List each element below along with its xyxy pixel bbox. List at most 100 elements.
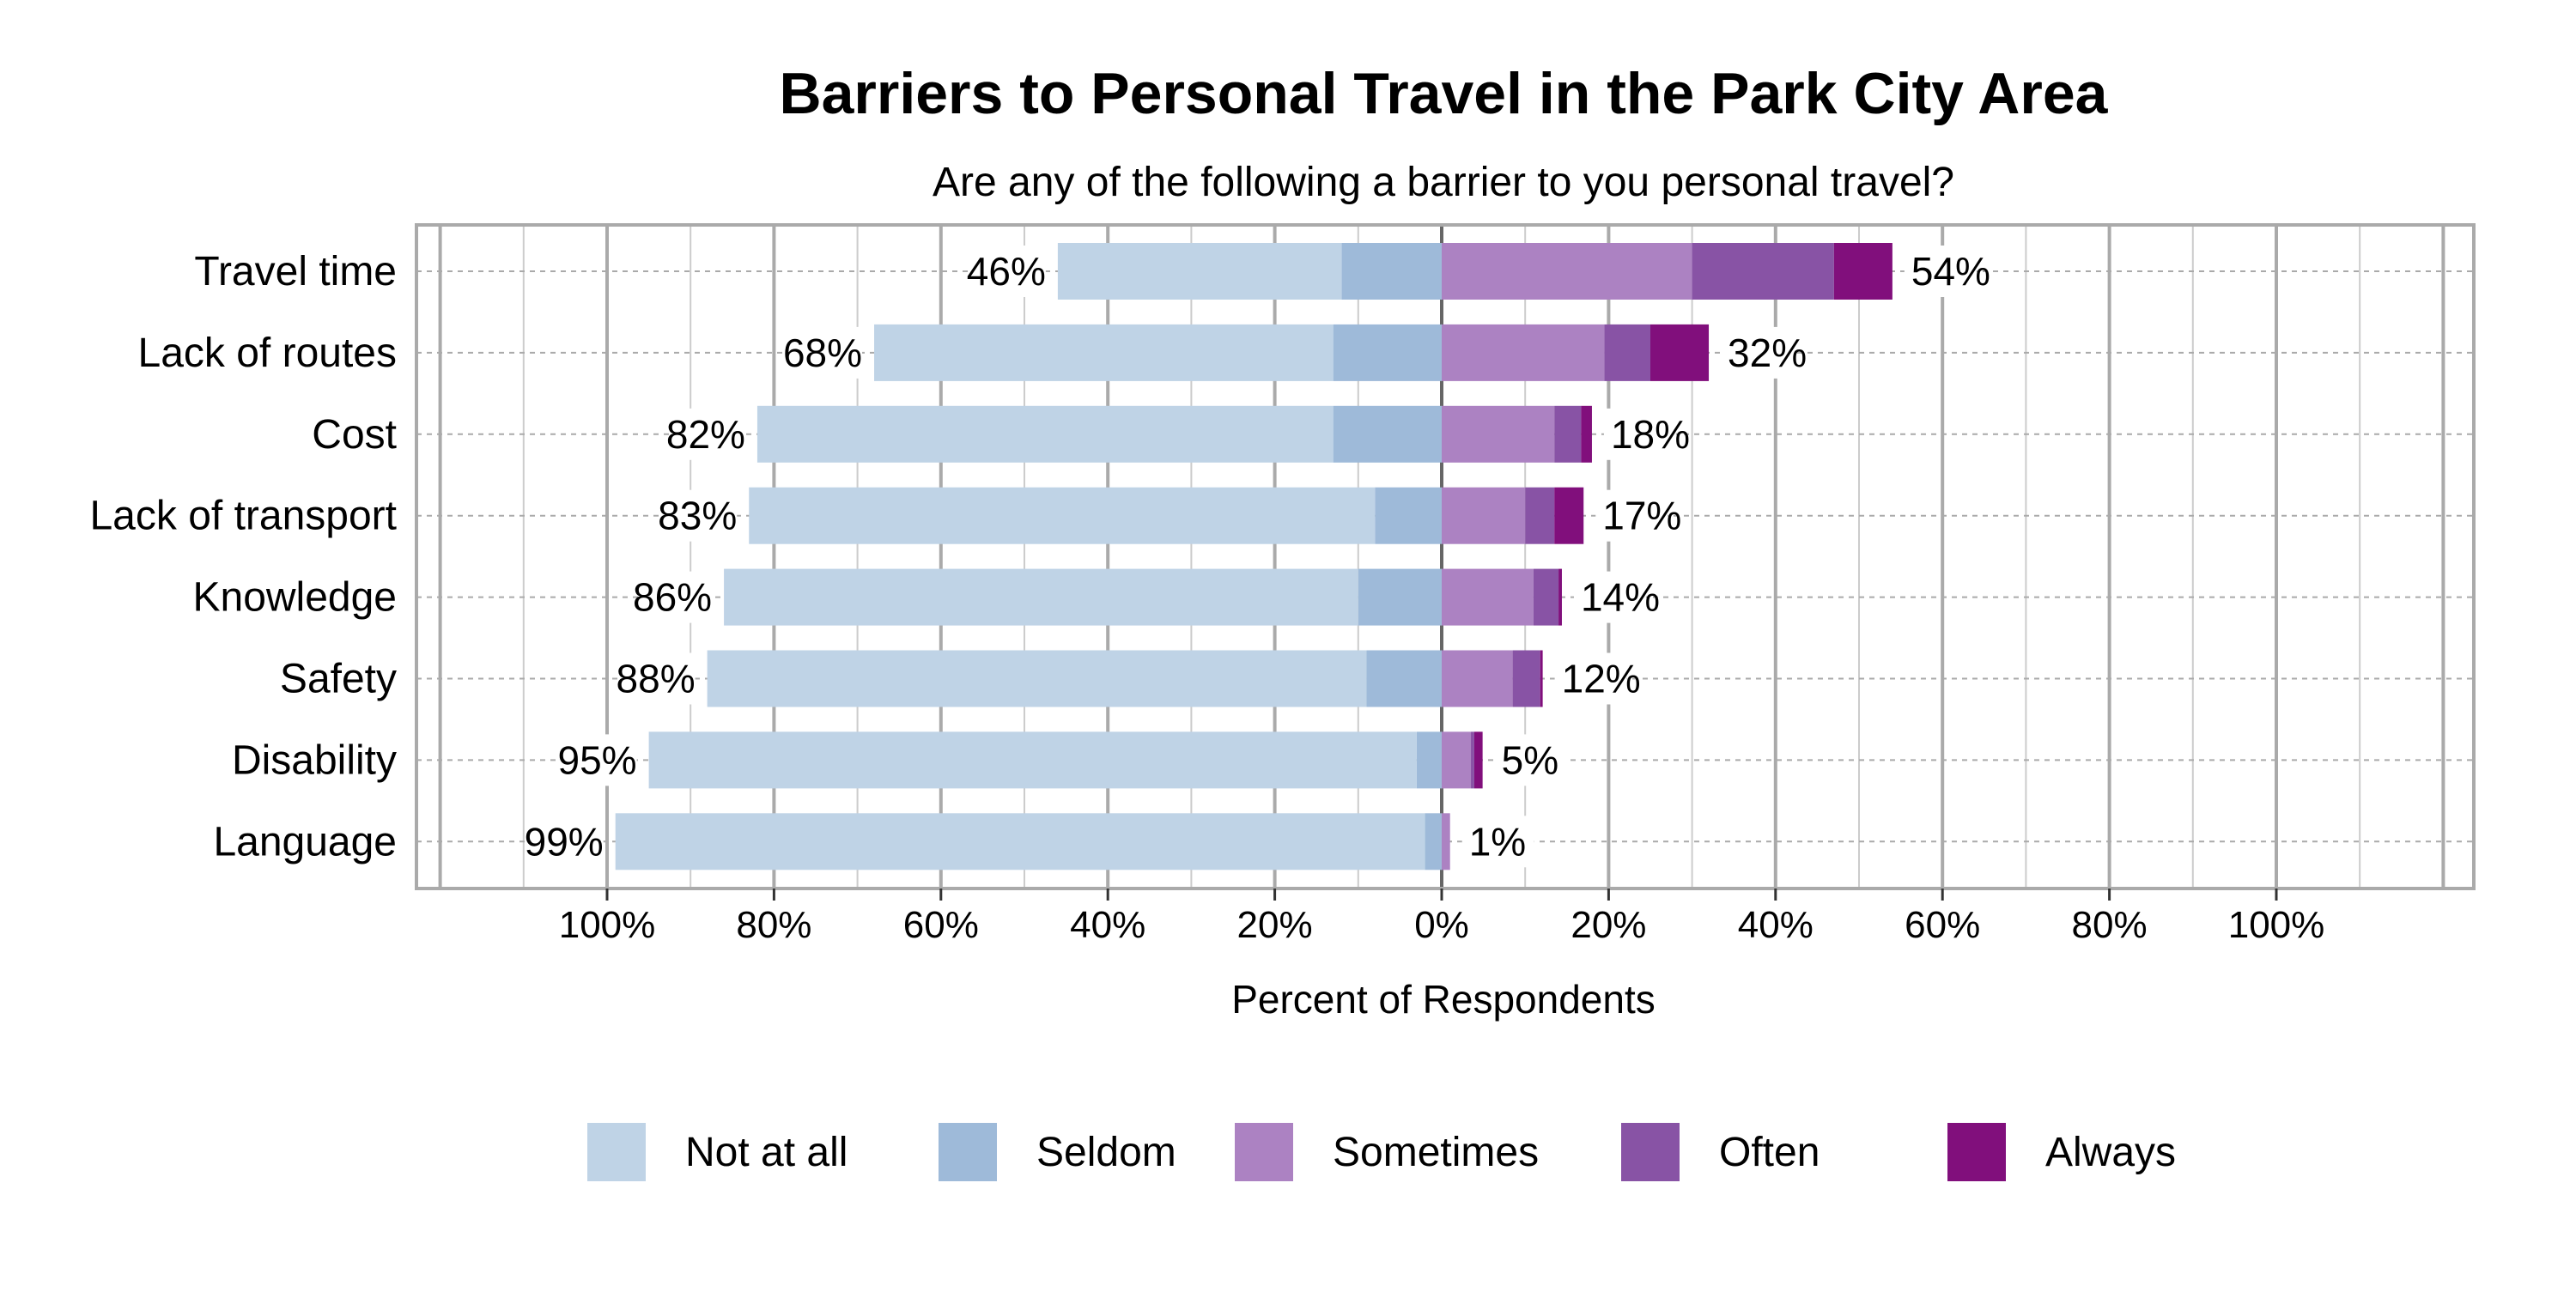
- bar-segment-always: [1540, 650, 1543, 707]
- positive-total-label: 17%: [1602, 494, 1681, 538]
- bar-segment-sometimes: [1442, 650, 1513, 707]
- bar-segment-seldom: [1416, 731, 1442, 789]
- bar-segment-always: [1650, 324, 1710, 381]
- label-background: [1603, 408, 1676, 460]
- legend-label: Not at all: [685, 1130, 848, 1175]
- legend-swatch: [587, 1123, 646, 1181]
- legend-label: Seldom: [1036, 1130, 1176, 1175]
- bar-segment-always: [1833, 243, 1893, 300]
- label-background: [1904, 246, 1977, 297]
- x-tick-label: 0%: [1414, 904, 1469, 946]
- labels: Travel time 46% 54% Lack of routes 68% 32% Cos…: [89, 246, 1990, 868]
- x-tick-label: 40%: [1738, 904, 1814, 946]
- chart-subtitle: Are any of the following a barrier to yo…: [933, 160, 1954, 205]
- bar-segment-not-at-all: [756, 405, 1334, 463]
- legend-label: Often: [1719, 1130, 1820, 1175]
- positive-total-label: 18%: [1611, 412, 1690, 457]
- label-background: [973, 246, 1046, 297]
- x-axis-ticks: 100% 80% 60% 40% 20% 0% 20% 40% 60% 80% 100%: [559, 889, 2324, 946]
- label-background: [1461, 816, 1534, 868]
- bar-segment-seldom: [1375, 487, 1442, 544]
- bar-segment-sometimes: [1442, 487, 1526, 544]
- bar-segment-not-at-all: [648, 731, 1417, 789]
- negative-total-label: 82%: [666, 412, 745, 457]
- positive-total-label: 32%: [1728, 331, 1807, 375]
- bar-segment-not-at-all: [615, 813, 1425, 870]
- x-tick-label: 60%: [903, 904, 979, 946]
- bar-segment-always: [1558, 568, 1562, 626]
- negative-total-label: 95%: [558, 737, 637, 782]
- x-tick-label: 40%: [1070, 904, 1145, 946]
- label-background: [640, 571, 713, 623]
- chart-title: Barriers to Personal Travel in the Park …: [779, 61, 2108, 126]
- bar-segment-sometimes: [1442, 731, 1472, 789]
- negative-total-label: 99%: [525, 819, 604, 864]
- legend-swatch: [1947, 1123, 2006, 1181]
- legend: Not at all Seldom Sometimes Often Always: [587, 1123, 2176, 1181]
- positive-total-label: 14%: [1581, 575, 1660, 620]
- bar-segment-often: [1512, 650, 1540, 707]
- label-background: [1573, 571, 1646, 623]
- bar-segment-often: [1604, 324, 1650, 381]
- bar-segment-seldom: [1425, 813, 1442, 870]
- bar-segment-seldom: [1341, 243, 1442, 300]
- x-tick-label: 80%: [2072, 904, 2148, 946]
- label-background: [1494, 734, 1567, 786]
- negative-total-label: 86%: [633, 575, 712, 620]
- bar-segment-sometimes: [1442, 405, 1555, 463]
- positive-total-label: 1%: [1469, 819, 1526, 864]
- bar-segment-not-at-all: [1057, 243, 1342, 300]
- x-axis-title: Percent of Respondents: [1231, 977, 1656, 1022]
- x-tick-label: 80%: [736, 904, 811, 946]
- bar-segment-always: [1581, 405, 1592, 463]
- label-background: [1554, 652, 1627, 705]
- positive-total-label: 12%: [1562, 657, 1641, 701]
- label-background: [672, 408, 745, 460]
- category-label: Lack of routes: [138, 331, 398, 376]
- label-background: [564, 734, 637, 786]
- positive-total-label: 54%: [1911, 249, 1990, 294]
- label-background: [665, 489, 738, 542]
- negative-total-label: 83%: [658, 494, 737, 538]
- x-tick-label: 20%: [1237, 904, 1313, 946]
- bar-segment-seldom: [1333, 324, 1442, 381]
- bar-segment-often: [1533, 568, 1559, 626]
- label-background: [531, 816, 604, 868]
- category-label: Travel time: [194, 249, 397, 294]
- bar-segment-sometimes: [1442, 568, 1534, 626]
- category-label: Safety: [280, 657, 397, 702]
- bar-segment-not-at-all: [874, 324, 1334, 381]
- positive-total-label: 5%: [1502, 737, 1558, 782]
- plot-frame: [415, 223, 2476, 890]
- bar-segment-always: [1473, 731, 1483, 789]
- bar-segment-often: [1554, 405, 1582, 463]
- negative-total-label: 46%: [967, 249, 1046, 294]
- bar-segment-seldom: [1333, 405, 1442, 463]
- legend-swatch: [939, 1123, 997, 1181]
- label-background: [1595, 489, 1668, 542]
- legend-label: Always: [2045, 1130, 2176, 1175]
- label-background: [1721, 326, 1794, 379]
- bar-segment-not-at-all: [707, 650, 1367, 707]
- bar-segment-sometimes: [1442, 813, 1450, 870]
- category-label: Lack of transport: [89, 494, 397, 539]
- category-label: Knowledge: [192, 575, 397, 621]
- x-tick-label: 100%: [559, 904, 656, 946]
- category-label: Cost: [312, 412, 397, 458]
- bar-segment-often: [1692, 243, 1834, 300]
- bar-segment-not-at-all: [724, 568, 1358, 626]
- bars: [615, 243, 1893, 870]
- x-tick-label: 20%: [1571, 904, 1646, 946]
- category-label: Language: [213, 819, 397, 864]
- bar-segment-not-at-all: [749, 487, 1376, 544]
- bar-segment-sometimes: [1442, 243, 1692, 300]
- label-background: [790, 326, 863, 379]
- negative-total-label: 88%: [617, 657, 696, 701]
- category-label: Disability: [232, 737, 397, 783]
- legend-label: Sometimes: [1333, 1130, 1539, 1175]
- bar-segment-often: [1471, 731, 1474, 789]
- label-background: [623, 652, 696, 705]
- negative-total-label: 68%: [783, 331, 862, 375]
- bar-segment-seldom: [1358, 568, 1442, 626]
